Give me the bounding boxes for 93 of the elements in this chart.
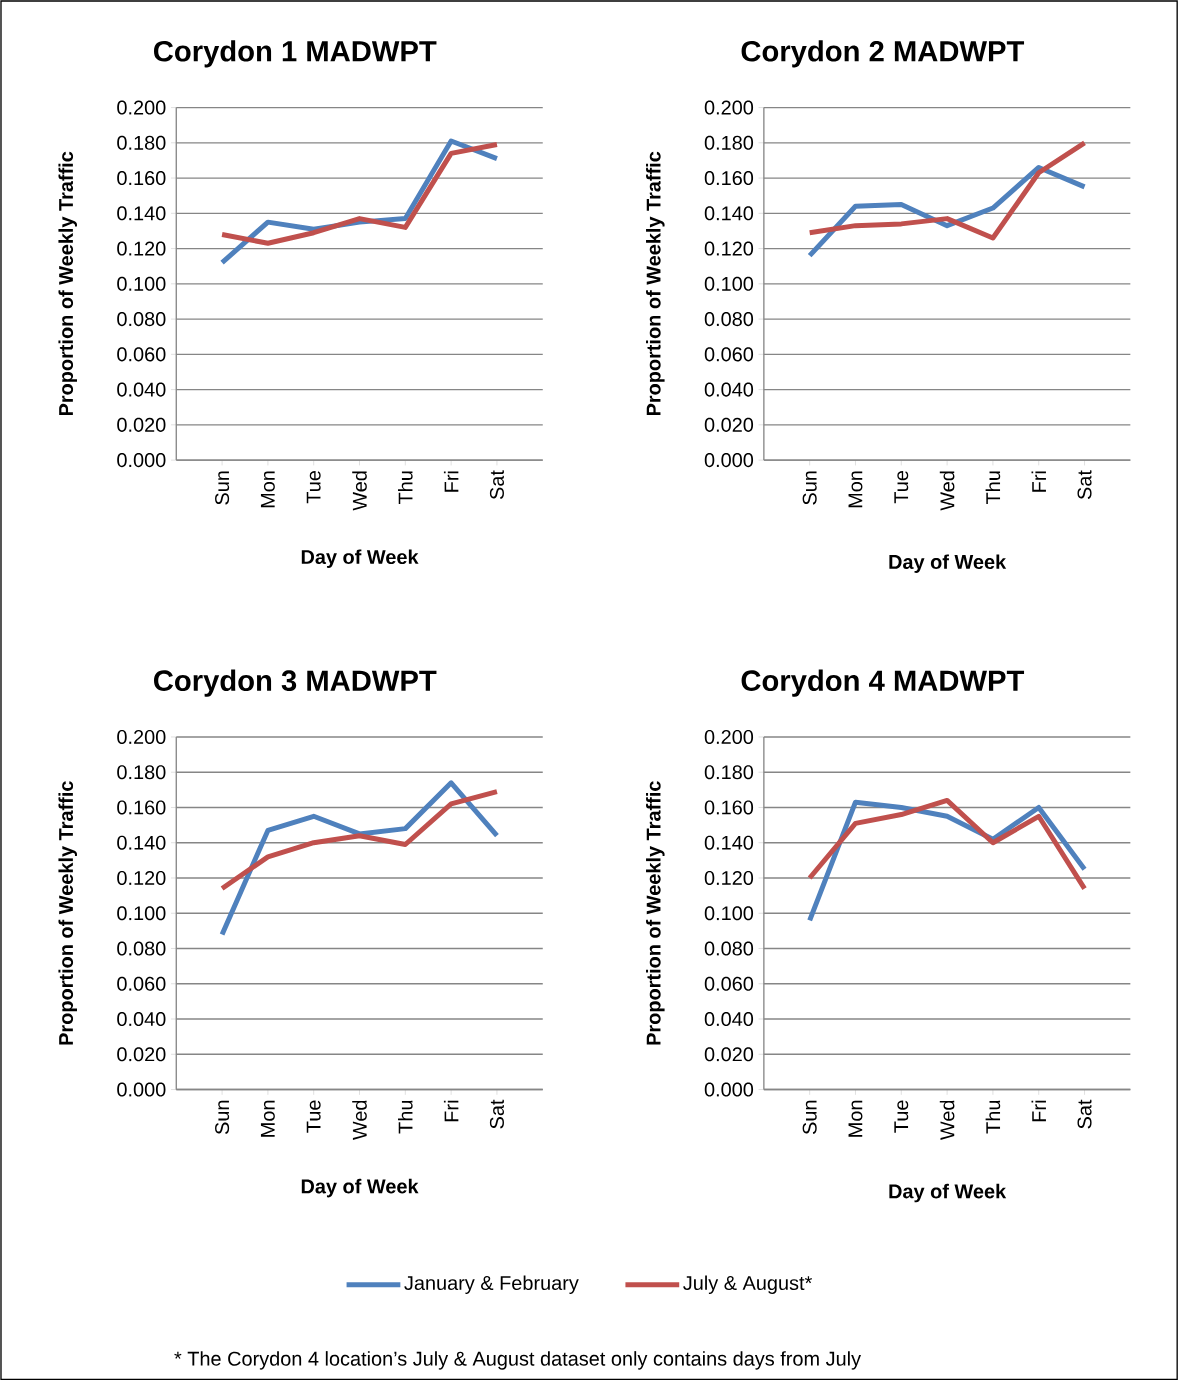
line-series: [219, 142, 500, 246]
y-axis-title: Proportion of Weekly Traffic: [645, 151, 665, 416]
x-tick-label: Wed: [939, 1100, 955, 1141]
y-tick-label: 0.200: [704, 100, 753, 115]
text: * The Corydon 4 location’s July & August dataset only contains days from July: [174, 1351, 861, 1370]
chart-title: Corydon 3 MADWPT: [153, 669, 437, 697]
x-tick-label: Tue: [306, 1100, 321, 1133]
y-tick-label: 0.200: [117, 729, 166, 745]
y-tick-label: 0.020: [704, 1047, 753, 1062]
y-tick-label: 0.120: [704, 870, 753, 886]
y-tick-label: 0.140: [704, 835, 753, 850]
y-tick-label: 0.180: [704, 135, 753, 150]
y-tick-label: 0.160: [704, 800, 753, 815]
x-tick-label: Sun: [802, 1100, 817, 1135]
y-tick-label: 0.020: [117, 1047, 166, 1062]
chart-title: Corydon 4 MADWPT: [741, 669, 1024, 697]
y-tick-label: 0.080: [117, 941, 166, 956]
y-tick-label: 0.040: [704, 382, 753, 397]
y-tick-label: 0.160: [117, 800, 166, 815]
x-tick-label: Wed: [352, 471, 367, 511]
legend-label: January & February: [404, 1275, 579, 1294]
y-tick-label: 0.100: [117, 276, 166, 291]
chart-title: Corydon 1 MADWPT: [153, 40, 437, 68]
y-tick-label: 0.180: [117, 765, 166, 780]
x-tick-label: Tue: [306, 471, 321, 504]
y-tick-label: 0.100: [704, 276, 753, 291]
line-series: [219, 780, 500, 937]
line-series: [807, 140, 1087, 241]
x-tick-label: Thu: [397, 471, 413, 504]
x-tick-label: Thu: [985, 471, 1001, 504]
x-tick-label: Fri: [1031, 471, 1046, 492]
y-tick-label: 0.020: [117, 417, 166, 432]
x-axis-title: Day of Week: [889, 554, 1007, 573]
y-tick-label: 0.000: [117, 1082, 166, 1097]
x-tick-label: Sat: [1077, 1099, 1092, 1129]
y-tick-label: 0.040: [704, 1011, 753, 1027]
y-tick-label: 0.060: [117, 976, 166, 991]
x-axis-title: Day of Week: [889, 1183, 1007, 1203]
y-tick-label: 0.060: [704, 347, 753, 362]
y-tick-label: 0.200: [704, 729, 753, 745]
x-tick-label: Fri: [443, 1100, 459, 1122]
chart-title: Corydon 2 MADWPT: [741, 40, 1024, 68]
x-tick-label: Sun: [214, 471, 230, 505]
y-tick-label: 0.060: [704, 976, 753, 991]
x-tick-label: Sat: [489, 470, 504, 500]
y-tick-label: 0.100: [704, 906, 753, 921]
y-tick-label: 0.160: [704, 171, 753, 186]
y-axis-title: Proportion of Weekly Traffic: [58, 151, 77, 416]
y-tick-label: 0.180: [117, 135, 166, 150]
x-tick-label: Mon: [848, 1100, 863, 1137]
y-tick-label: 0.140: [704, 206, 753, 221]
y-tick-label: 0.120: [117, 241, 166, 256]
x-tick-label: Wed: [352, 1100, 367, 1141]
y-tick-label: 0.180: [704, 765, 753, 780]
y-tick-label: 0.000: [117, 453, 166, 468]
y-tick-label: 0.080: [117, 312, 166, 327]
x-tick-label: Tue: [894, 471, 909, 504]
y-tick-label: 0.000: [704, 1082, 753, 1097]
y-tick-label: 0.020: [704, 417, 753, 432]
y-tick-label: 0.080: [704, 312, 753, 327]
x-tick-label: Fri: [1031, 1100, 1046, 1122]
x-axis-title: Day of Week: [301, 549, 419, 568]
y-tick-label: 0.140: [117, 835, 166, 850]
x-tick-label: Sun: [214, 1100, 230, 1135]
y-tick-label: 0.000: [704, 453, 753, 468]
x-tick-label: Mon: [848, 471, 863, 508]
y-tick-label: 0.160: [117, 171, 166, 186]
y-axis-title: Proportion of Weekly Traffic: [645, 781, 665, 1045]
x-tick-label: Tue: [894, 1100, 909, 1133]
y-tick-label: 0.040: [117, 382, 166, 397]
line-series: [219, 789, 500, 892]
y-tick-label: 0.120: [117, 870, 166, 886]
x-tick-label: Thu: [985, 1100, 1001, 1134]
y-tick-label: 0.100: [117, 906, 166, 921]
line-series: [807, 165, 1087, 259]
y-tick-label: 0.060: [117, 347, 166, 362]
y-tick-label: 0.080: [704, 941, 753, 956]
x-tick-label: Sat: [489, 1099, 504, 1129]
y-tick-label: 0.120: [704, 241, 753, 256]
x-tick-label: Sun: [802, 471, 817, 505]
line-series: [807, 797, 1087, 892]
x-tick-label: Fri: [443, 471, 459, 492]
x-tick-label: Wed: [939, 471, 955, 511]
x-tick-label: Thu: [397, 1100, 413, 1134]
x-tick-label: Sat: [1077, 470, 1092, 500]
y-axis-title: Proportion of Weekly Traffic: [58, 781, 77, 1045]
x-axis-title: Day of Week: [301, 1178, 419, 1198]
y-tick-label: 0.140: [117, 206, 166, 221]
x-tick-label: Mon: [260, 1100, 275, 1137]
legend-label: July & August*: [683, 1275, 812, 1294]
y-tick-label: 0.040: [117, 1011, 166, 1027]
x-tick-label: Mon: [260, 471, 275, 508]
y-tick-label: 0.200: [117, 100, 166, 115]
